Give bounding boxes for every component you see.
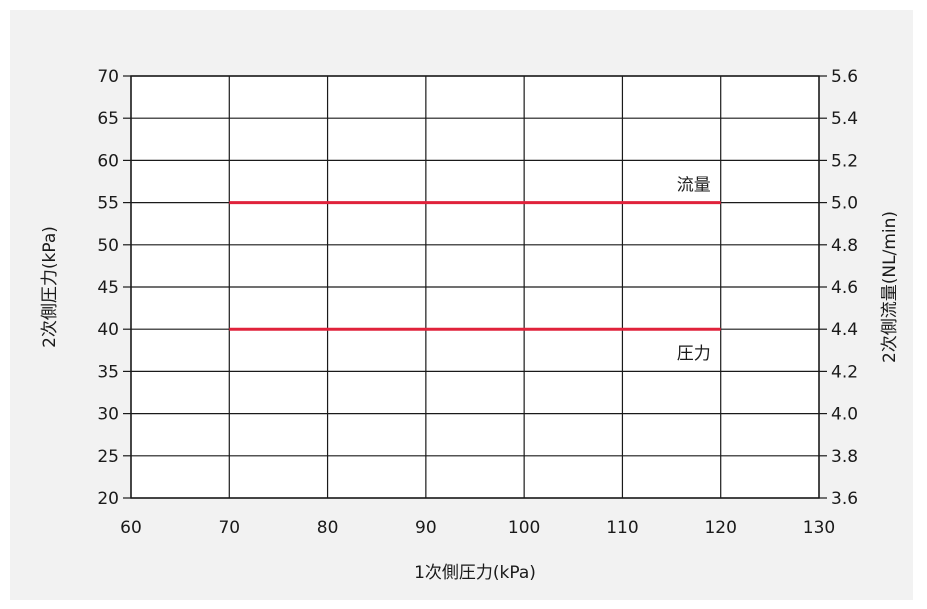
- y-axis-left-title: 2次側圧力(kPa): [40, 226, 60, 348]
- series-label: 圧力: [677, 344, 711, 364]
- y-axis-right-title: 2次側流量(NL/min): [880, 211, 900, 363]
- x-tick-label: 110: [606, 518, 638, 538]
- y-left-tick-label: 50: [97, 236, 119, 256]
- y-left-tick-label: 40: [97, 320, 119, 340]
- y-right-tick-label: 5.6: [831, 67, 858, 87]
- y-left-tick-label: 45: [97, 278, 119, 298]
- tick-labels: 60 70 80 90 100 110 120 130 20 3.6 25 3.8 30 4.0 35 4.2…: [97, 67, 858, 538]
- y-left-tick-label: 30: [97, 405, 119, 425]
- x-tick-label: 90: [415, 518, 437, 538]
- y-left-tick-label: 20: [97, 489, 119, 509]
- x-axis-title: 1次側圧力(kPa): [414, 563, 536, 583]
- series-label: 流量: [677, 176, 711, 196]
- y-left-tick-label: 60: [97, 151, 119, 171]
- y-right-tick-label: 5.4: [831, 109, 858, 129]
- y-left-tick-label: 65: [97, 109, 119, 129]
- y-right-tick-label: 4.8: [831, 236, 858, 256]
- y-right-tick-label: 3.8: [831, 447, 858, 467]
- x-tick-label: 100: [508, 518, 540, 538]
- y-right-tick-label: 4.4: [831, 320, 858, 340]
- chart: 60 70 80 90 100 110 120 130 20 3.6 25 3.8 30 4.0 35 4.2…: [40, 67, 900, 583]
- x-tick-label: 70: [218, 518, 240, 538]
- y-left-tick-label: 55: [97, 194, 119, 214]
- y-right-tick-label: 3.6: [831, 489, 858, 509]
- x-tick-label: 120: [704, 518, 736, 538]
- y-left-tick-label: 25: [97, 447, 119, 467]
- x-tick-label: 130: [803, 518, 835, 538]
- y-left-tick-label: 35: [97, 362, 119, 382]
- y-left-tick-label: 70: [97, 67, 119, 87]
- y-right-tick-label: 4.0: [831, 405, 858, 425]
- x-tick-label: 60: [120, 518, 142, 538]
- chart-panel: 60 70 80 90 100 110 120 130 20 3.6 25 3.8 30 4.0 35 4.2…: [10, 10, 913, 600]
- y-right-tick-label: 5.2: [831, 151, 858, 171]
- x-tick-label: 80: [317, 518, 339, 538]
- plot-frame: [130, 75, 820, 499]
- y-right-tick-label: 4.6: [831, 278, 858, 298]
- y-right-tick-label: 4.2: [831, 362, 858, 382]
- y-right-tick-label: 5.0: [831, 194, 858, 214]
